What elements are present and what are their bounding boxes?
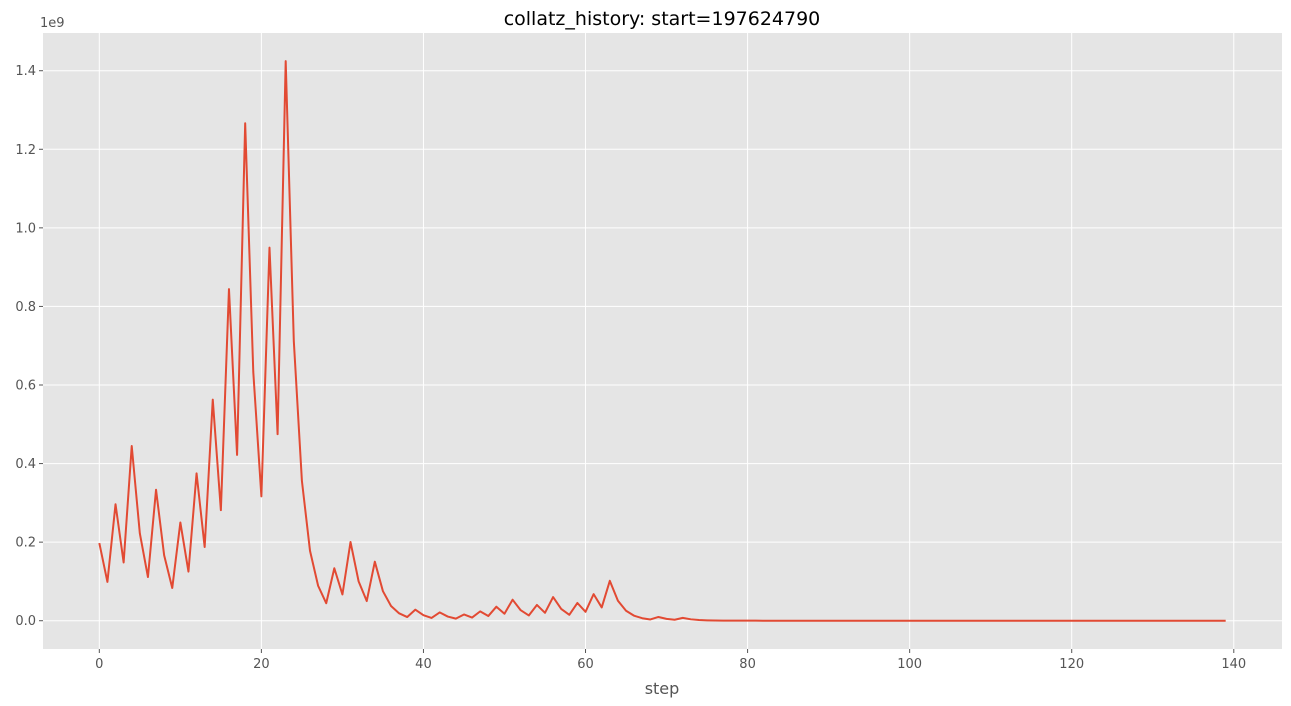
series-line <box>98 60 1226 622</box>
x-tick-label: 120 <box>1059 657 1084 672</box>
x-tick-label: 140 <box>1221 657 1246 672</box>
y-tick-label: 0.4 <box>15 457 36 472</box>
y-axis-offset-label: 1e9 <box>40 16 65 31</box>
chart-title: collatz_history: start=197624790 <box>504 8 821 30</box>
plot-background <box>43 33 1282 649</box>
x-tick-label: 100 <box>897 657 922 672</box>
x-axis-title: step <box>645 679 680 698</box>
series-layer <box>98 60 1226 622</box>
y-tick-label: 1.0 <box>15 221 36 236</box>
y-tick-label: 1.2 <box>15 143 36 158</box>
x-tick-label: 0 <box>95 657 103 672</box>
x-tick-label: 40 <box>415 657 432 672</box>
y-tick-label: 1.4 <box>15 64 36 79</box>
x-tick-label: 20 <box>253 657 270 672</box>
y-axis: 0.0 0.2 0.4 0.6 0.8 1.0 1.2 1.4 <box>15 64 43 629</box>
y-tick-label: 0.8 <box>15 300 36 315</box>
x-axis: 0 20 40 60 80 100 120 140 <box>95 649 1246 672</box>
y-tick-label: 0.0 <box>15 614 36 629</box>
grid-lines <box>43 33 1282 649</box>
x-tick-label: 80 <box>739 657 756 672</box>
x-tick-label: 60 <box>577 657 594 672</box>
y-tick-label: 0.2 <box>15 536 36 551</box>
y-tick-label: 0.6 <box>15 379 36 394</box>
